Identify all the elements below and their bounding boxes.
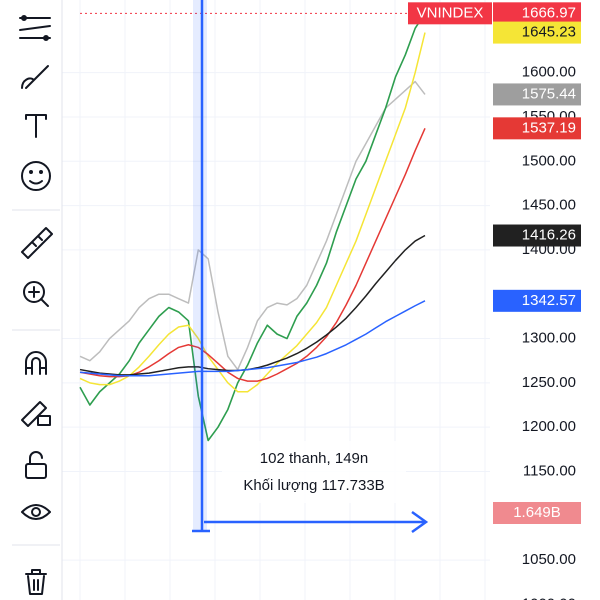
price-tag-label: 1416.26 xyxy=(522,226,576,243)
price-tag xyxy=(493,117,581,140)
trend-tool[interactable] xyxy=(19,15,51,41)
y-tick-label: 1150.00 xyxy=(523,462,576,479)
series-line xyxy=(79,12,426,442)
plot xyxy=(79,12,490,442)
lock-tool[interactable] xyxy=(25,451,47,479)
grid xyxy=(62,0,490,600)
toolbar-bg xyxy=(0,0,62,600)
price-tag xyxy=(493,2,581,25)
series-line xyxy=(79,128,426,382)
ruler-tool[interactable] xyxy=(21,227,53,259)
price-tag-label: 1575.44 xyxy=(522,85,576,102)
measure-arrow xyxy=(411,510,429,534)
measure-volume: Khối lượng 117.733B xyxy=(243,477,384,494)
brush-tool[interactable] xyxy=(21,65,49,89)
symbol-tag xyxy=(408,2,492,25)
y-tick-label: 1600.00 xyxy=(522,64,576,81)
y-tick-label: 1000.00 xyxy=(522,595,576,600)
symbol-label: VNINDEX xyxy=(417,4,484,21)
y-tick-label: 1050.00 xyxy=(522,551,576,568)
series-line xyxy=(79,300,426,377)
y-tick-label: 1500.00 xyxy=(522,152,576,169)
price-tag-label: 1342.57 xyxy=(522,292,576,309)
price-tag xyxy=(493,83,581,106)
volume-tag xyxy=(493,502,581,524)
delete-tool[interactable] xyxy=(25,569,47,595)
visibility-tool[interactable] xyxy=(21,504,51,520)
series-line xyxy=(79,80,426,371)
measure-bars: 102 thanh, 149n xyxy=(260,450,368,467)
measure-band xyxy=(193,0,207,532)
y-tick-label: 1300.00 xyxy=(522,330,576,347)
price-tag xyxy=(493,289,581,312)
emoji-tool[interactable] xyxy=(21,161,51,191)
toolbar xyxy=(0,0,63,600)
series-line xyxy=(79,32,426,393)
price-tags: VNINDEX 1666.97 1645.23 1575.44 1537.19 1416.… xyxy=(408,2,581,312)
price-tag-label: 1537.19 xyxy=(522,119,576,136)
volume-tag-label: 1.649B xyxy=(513,504,561,521)
magnet-tool[interactable] xyxy=(25,351,47,375)
lock-draw-tool[interactable] xyxy=(21,401,51,427)
zoom-tool[interactable] xyxy=(23,281,49,307)
y-tick-label: 1450.00 xyxy=(522,197,576,214)
measure-box xyxy=(222,441,406,503)
price-tag-label: 1645.23 xyxy=(522,24,576,41)
text-tool[interactable] xyxy=(25,114,47,138)
price-tag xyxy=(493,224,581,247)
y-tick-label: 1250.00 xyxy=(522,374,576,391)
y-tick-label: 1200.00 xyxy=(522,418,576,435)
price-tag-label: 1666.97 xyxy=(522,4,576,21)
price-tag xyxy=(493,21,581,44)
